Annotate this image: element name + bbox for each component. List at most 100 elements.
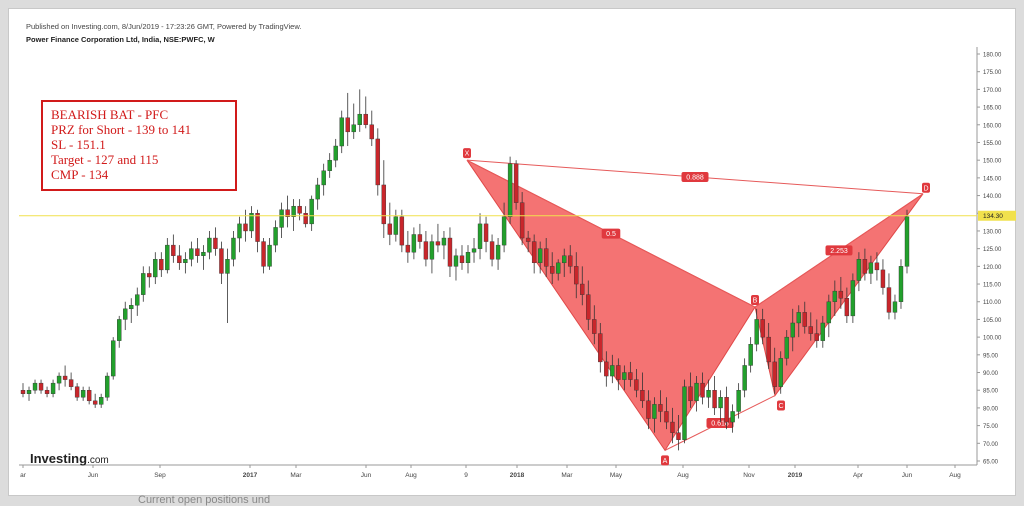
y-tick-label: 115.00 <box>983 283 1002 289</box>
candle-body <box>549 266 555 274</box>
x-tick-label: Jun <box>361 472 372 479</box>
candle-body <box>74 386 80 398</box>
candle-body <box>92 400 98 405</box>
candle-body <box>207 237 212 253</box>
candle-body <box>622 372 627 380</box>
candle-body <box>231 237 236 260</box>
candle-body <box>652 404 657 419</box>
candle-body <box>50 382 56 394</box>
grid <box>19 47 978 466</box>
candle-body <box>129 305 134 310</box>
candle-body <box>111 340 116 377</box>
candle-body <box>568 255 573 267</box>
candle-body <box>483 223 489 242</box>
candle-body <box>399 216 405 246</box>
annotation-line-sl: SL - 151.1 <box>51 137 106 152</box>
candle-body <box>465 251 471 264</box>
y-tick-label: 130.00 <box>983 229 1002 235</box>
candle-body <box>387 223 393 235</box>
candle-body <box>670 421 675 433</box>
candle-body <box>261 241 266 267</box>
candle-body <box>832 290 838 302</box>
candle-body <box>20 390 26 394</box>
annotation-line-cmp: CMP - 134 <box>51 167 109 182</box>
candle-body <box>327 159 332 171</box>
x-tick-label: Nov <box>743 472 755 479</box>
annotation-box: BEARISH BAT - PFC PRZ for Short - 139 to… <box>41 100 237 191</box>
candle-body <box>586 294 591 320</box>
candle-body <box>333 145 338 161</box>
candle-body <box>44 390 50 394</box>
ratio-label: 0.618 <box>711 420 729 427</box>
candle-body <box>297 205 302 214</box>
candle-body <box>273 227 278 246</box>
candle-body <box>165 244 170 271</box>
ratio-label: 2.253 <box>830 248 848 255</box>
candle-body <box>610 365 615 377</box>
y-tick-label: 85.00 <box>983 389 999 395</box>
candle-body <box>868 262 874 274</box>
candle-body <box>826 301 832 324</box>
time-axis: ar Jun Sep 2017 Mar Jun Aug 9 2018 Mar May Aug Nov 20… <box>20 465 961 479</box>
candle-body <box>748 344 753 366</box>
point-label-bg <box>661 455 669 466</box>
candle-body <box>790 322 795 338</box>
candle-body <box>171 244 176 256</box>
candle-body <box>628 372 633 380</box>
logo-main: Investing <box>30 451 88 466</box>
candle-body <box>874 262 880 271</box>
candle-body <box>862 259 868 274</box>
candle-body <box>68 379 74 387</box>
candle-body <box>243 223 248 232</box>
candle-body <box>38 382 44 391</box>
candle-body <box>604 361 609 377</box>
candle-body <box>189 248 194 260</box>
candle-body <box>429 241 435 260</box>
candle-body <box>321 170 326 186</box>
candle-body <box>339 117 344 147</box>
point-label-bg <box>463 148 471 159</box>
candle-body <box>267 244 272 267</box>
y-tick-label: 175.00 <box>983 70 1002 76</box>
candle-body <box>369 124 374 140</box>
candle-body <box>447 237 453 267</box>
y-tick-label: 150.00 <box>983 159 1002 165</box>
candle-body <box>640 390 645 402</box>
ratio-label-bg <box>681 171 709 182</box>
candle-body <box>543 248 549 267</box>
ratio-label-bg <box>601 228 621 239</box>
published-info: Published on Investing.com, 8/Jun/2019 -… <box>26 22 302 31</box>
candle-body <box>598 333 603 363</box>
candle-body <box>411 234 417 253</box>
annotation-line-pattern: BEARISH BAT - PFC <box>51 107 169 122</box>
candle-body <box>477 223 483 249</box>
logo-suffix: .com <box>87 455 109 466</box>
candle-body <box>513 163 519 203</box>
annotation-line-target: Target - 127 and 115 <box>51 152 159 167</box>
candle-body <box>616 365 621 380</box>
x-tick-label: May <box>610 472 623 479</box>
candle-body <box>225 259 230 274</box>
price-chart[interactable]: 0.888 0.5 0.618 2.253 X A B C D 180.00 175.00 170.… <box>9 9 1017 497</box>
candle-body <box>676 432 681 440</box>
x-tick-label: Mar <box>290 472 302 479</box>
x-tick-label: Jun <box>88 472 99 479</box>
candle-body <box>730 411 735 423</box>
y-tick-label: 155.00 <box>983 141 1002 147</box>
candle-body <box>556 262 561 274</box>
y-tick-label: 75.00 <box>983 424 999 430</box>
candle-body <box>682 386 687 440</box>
point-label-bg <box>751 295 759 306</box>
candle-body <box>525 237 531 242</box>
candle-body <box>892 301 898 313</box>
candle-body <box>501 216 507 246</box>
candle-body <box>249 213 254 232</box>
annotation-line-prz: PRZ for Short - 139 to 141 <box>51 122 192 137</box>
x-tick-label: 9 <box>464 472 468 479</box>
ratio-label: 0.888 <box>686 174 704 181</box>
candle-body <box>796 312 801 324</box>
candle-body <box>814 333 819 341</box>
candle-body <box>405 244 411 253</box>
candle-body <box>820 322 826 341</box>
current-price-label: 134.30 <box>983 213 1003 220</box>
